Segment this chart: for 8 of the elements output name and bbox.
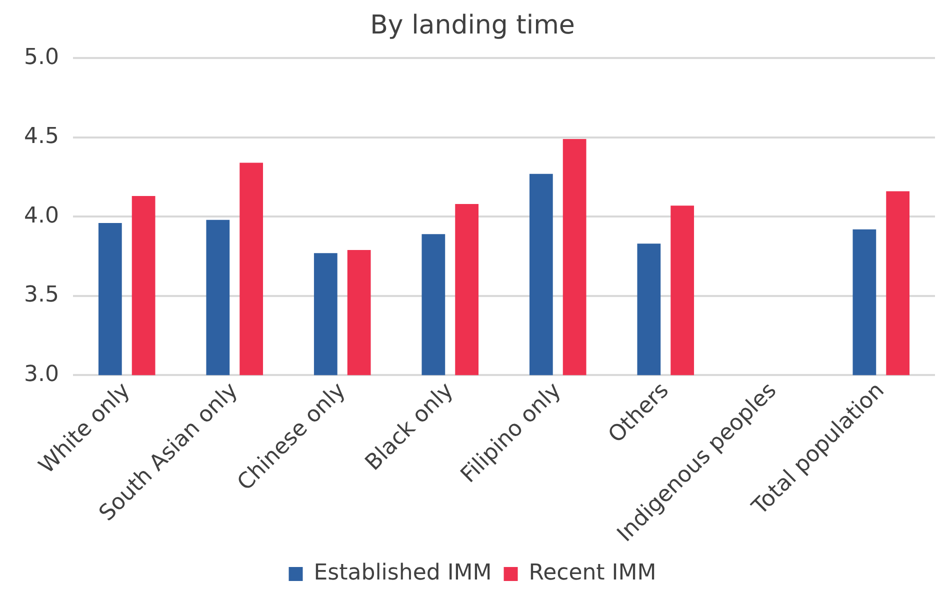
- y-tick-label: 3.5: [24, 282, 59, 308]
- y-tick-label: 5.0: [24, 44, 59, 70]
- y-tick-label: 4.5: [24, 124, 59, 150]
- legend-label: Recent IMM: [528, 560, 656, 586]
- chart-title: By landing time: [370, 10, 575, 40]
- legend-label: Established IMM: [314, 560, 492, 586]
- y-tick-label: 4.0: [24, 203, 59, 228]
- y-tick-label: 3.0: [24, 362, 59, 387]
